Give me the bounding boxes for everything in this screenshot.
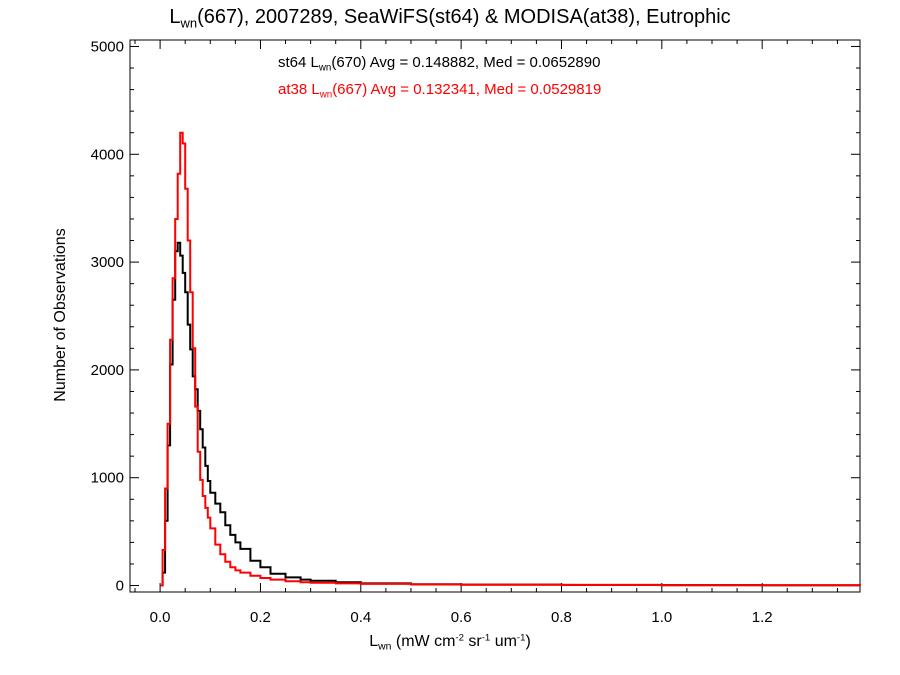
annotation-st64: st64 Lwn(670) Avg = 0.148882, Med = 0.06… bbox=[278, 54, 601, 74]
x-tick-label: 1.0 bbox=[651, 609, 672, 626]
y-tick-label: 0 bbox=[116, 578, 124, 595]
x-tick-label: 0.0 bbox=[150, 609, 171, 626]
x-tick-label: 0.2 bbox=[250, 609, 271, 626]
x-tick-label: 1.2 bbox=[752, 609, 773, 626]
y-tick-label: 5000 bbox=[91, 38, 124, 55]
x-tick-label: 0.6 bbox=[451, 609, 472, 626]
annotation-at38: at38 Lwn(667) Avg = 0.132341, Med = 0.05… bbox=[278, 81, 602, 101]
series-line-at38 bbox=[160, 131, 861, 587]
y-tick-label: 1000 bbox=[91, 470, 124, 487]
series-layer bbox=[160, 131, 861, 587]
y-tick-label: 2000 bbox=[91, 362, 124, 379]
axis-ticks: 0.0 0.2 0.4 0.6 0.8 1.0 1.2 0 1000 2000 3000 4000 50… bbox=[91, 38, 860, 626]
x-axis-label: Lwn (mW cm-2 sr-1 um-1) bbox=[369, 632, 531, 653]
y-tick-label: 4000 bbox=[91, 146, 124, 163]
y-axis-label: Number of Observations bbox=[52, 228, 69, 402]
x-tick-label: 0.4 bbox=[350, 609, 371, 626]
y-tick-label: 3000 bbox=[91, 254, 124, 271]
chart-title: Lwn(667), 2007289, SeaWiFS(st64) & MODIS… bbox=[169, 6, 731, 31]
series-line-st64 bbox=[160, 241, 861, 587]
x-tick-label: 0.8 bbox=[551, 609, 572, 626]
plot-area-frame bbox=[129, 39, 861, 593]
